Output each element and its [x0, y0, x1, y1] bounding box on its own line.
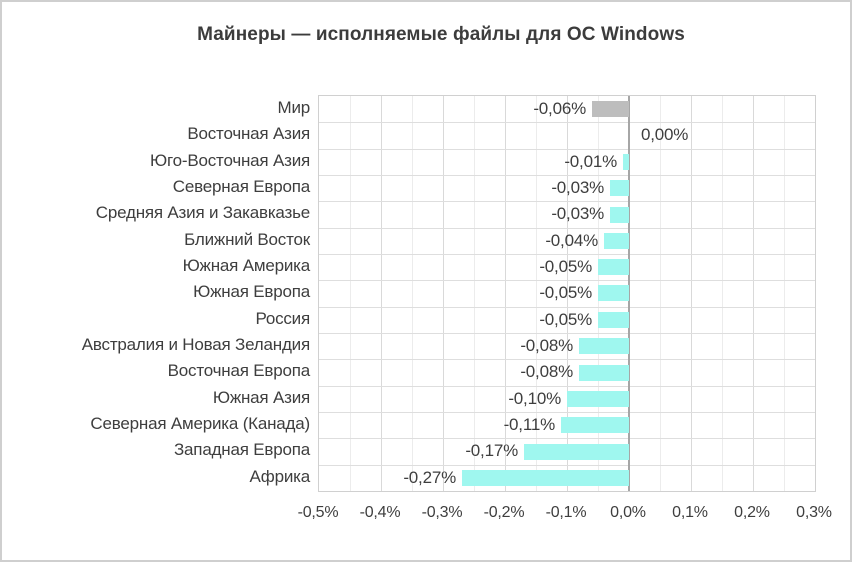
value-label: -0,01% [564, 152, 617, 171]
major-gridline [691, 96, 692, 491]
row-gridline [319, 333, 815, 334]
value-label: -0,27% [403, 468, 456, 487]
bar [598, 259, 629, 275]
minor-gridline [474, 96, 475, 491]
value-label: -0,08% [520, 336, 573, 355]
x-tick-label: -0,5% [297, 504, 339, 521]
bar [598, 285, 629, 301]
major-gridline [443, 96, 444, 491]
bar [610, 207, 629, 223]
value-label: -0,05% [539, 257, 592, 276]
x-tick-label: 0,0% [610, 504, 646, 521]
minor-gridline [536, 96, 537, 491]
bar [579, 338, 629, 354]
bar [592, 101, 629, 117]
major-gridline [505, 96, 506, 491]
value-label: -0,03% [551, 204, 604, 223]
bar [462, 470, 629, 486]
category-label: Западная Европа [173, 440, 310, 459]
bar [561, 417, 629, 433]
category-label: Средняя Азия и Закавказье [95, 203, 310, 222]
category-label: Южная Азия [212, 388, 310, 407]
zero-axis-line [628, 96, 630, 491]
row-gridline [319, 175, 815, 176]
row-gridline [319, 386, 815, 387]
category-label: Восточная Азия [187, 124, 310, 143]
x-tick-label: -0,3% [421, 504, 463, 521]
bar [623, 154, 629, 170]
category-label: Ближний Восток [184, 230, 310, 249]
category-label: Южная Америка [182, 256, 311, 275]
major-gridline [753, 96, 754, 491]
category-label: Юго-Восточная Азия [150, 151, 310, 170]
row-gridline [319, 307, 815, 308]
value-label: -0,17% [465, 441, 518, 460]
minor-gridline [412, 96, 413, 491]
category-label: Северная Америка (Канада) [90, 414, 310, 433]
value-label: -0,10% [508, 389, 561, 408]
bar [567, 391, 629, 407]
category-label: Австралия и Новая Зеландия [81, 335, 310, 354]
category-label: Восточная Европа [167, 361, 311, 380]
x-tick-label: -0,4% [359, 504, 401, 521]
value-label: -0,03% [551, 178, 604, 197]
row-gridline [319, 359, 815, 360]
value-label: -0,04% [545, 231, 598, 250]
bar [604, 233, 629, 249]
value-label: -0,11% [503, 415, 556, 434]
category-label: Южная Европа [193, 282, 310, 301]
row-gridline [319, 280, 815, 281]
row-gridline [319, 412, 815, 413]
major-gridline [381, 96, 382, 491]
value-label: -0,05% [539, 310, 592, 329]
row-gridline [319, 149, 815, 150]
value-label: -0,06% [533, 99, 586, 118]
x-tick-label: 0,3% [796, 504, 832, 521]
row-gridline [319, 122, 815, 123]
x-tick-label: -0,1% [545, 504, 587, 521]
minor-gridline [722, 96, 723, 491]
minor-gridline [784, 96, 785, 491]
value-label: -0,08% [520, 362, 573, 381]
plot-area: -0,06% 0,00% -0,01% -0,03% -0,03% -0,04% -0,05… [318, 95, 816, 492]
x-tick-label: 0,2% [734, 504, 770, 521]
category-label: Северная Европа [172, 177, 310, 196]
row-gridline [319, 254, 815, 255]
x-tick-label: 0,1% [672, 504, 708, 521]
chart-title: Майнеры — исполняемые файлы для ОС Windo… [197, 24, 685, 45]
x-tick-label: -0,2% [483, 504, 525, 521]
bar [524, 444, 629, 460]
bar [598, 312, 629, 328]
category-label: Мир [277, 98, 310, 117]
category-label: Африка [249, 467, 310, 486]
minor-gridline [350, 96, 351, 491]
bar [579, 365, 629, 381]
bar [610, 180, 629, 196]
row-gridline [319, 438, 815, 439]
value-label: -0,05% [539, 283, 592, 302]
category-label: Россия [255, 309, 310, 328]
row-gridline [319, 465, 815, 466]
value-label: 0,00% [641, 125, 689, 144]
row-gridline [319, 201, 815, 202]
row-gridline [319, 228, 815, 229]
minor-gridline [660, 96, 661, 491]
major-gridline [567, 96, 568, 491]
